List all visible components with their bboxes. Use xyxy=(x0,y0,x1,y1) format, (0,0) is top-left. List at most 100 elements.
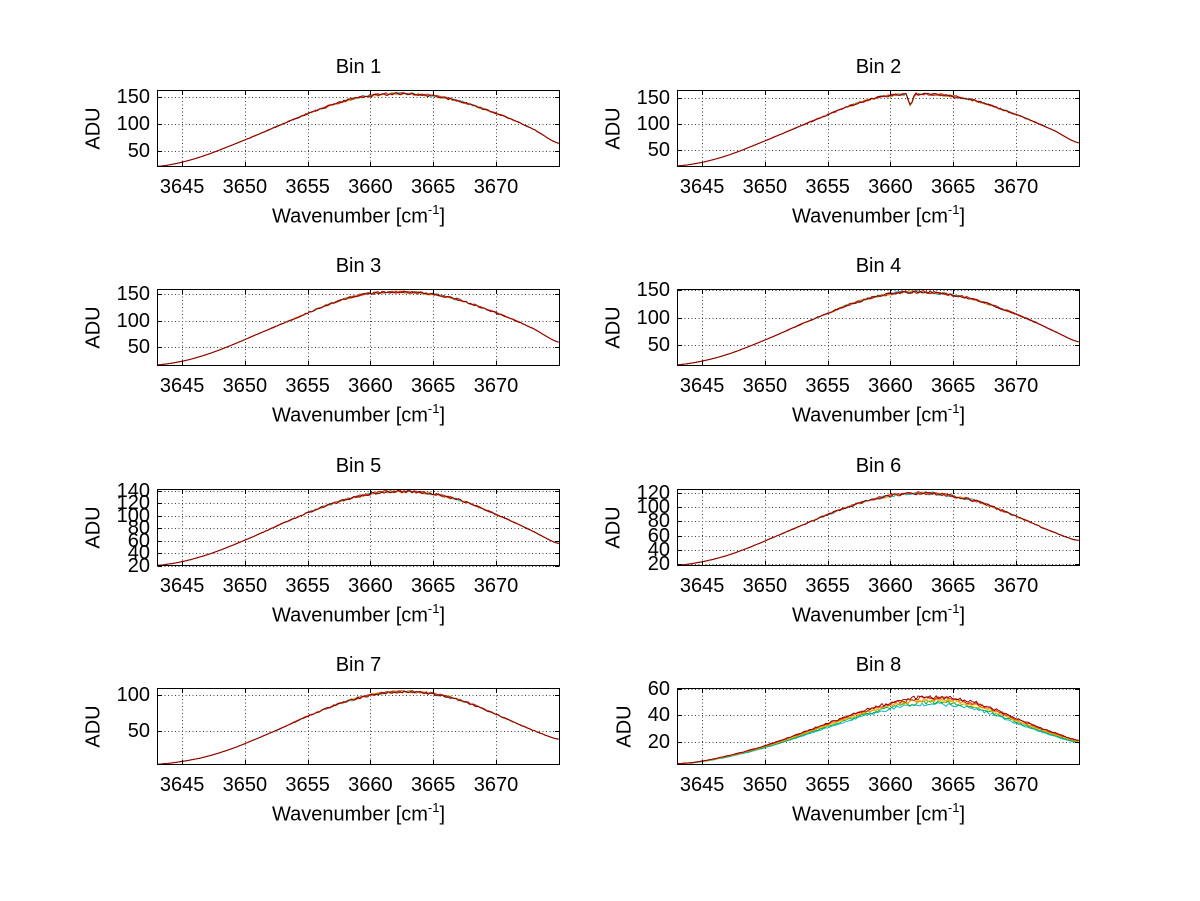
x-tick-label: 3645 xyxy=(159,375,205,397)
y-tick-label: 150 xyxy=(636,86,670,109)
trace-green xyxy=(676,699,1079,765)
trace-darkred xyxy=(156,489,559,566)
y-tick-label: 40 xyxy=(127,542,150,565)
subplot-bin-6: Bin 6 ADU Wavenumber [cm-1] 3645 3650 3655… xyxy=(603,455,1080,627)
plot-title: Bin 7 xyxy=(335,654,382,676)
x-tick-label: 3650 xyxy=(742,176,788,198)
trace-orange xyxy=(156,489,559,566)
x-tick-label: 3670 xyxy=(473,575,519,597)
axis-box xyxy=(157,489,560,567)
trace-darkred xyxy=(676,92,1079,167)
axis-box xyxy=(157,289,560,366)
plot-title: Bin 6 xyxy=(855,455,902,477)
y-tick-label: 50 xyxy=(127,139,150,162)
x-axis-label: Wavenumber [cm-1] xyxy=(271,601,446,627)
x-tick-label: 3655 xyxy=(285,176,330,198)
x-axis-label: Wavenumber [cm-1] xyxy=(271,401,446,427)
x-tick-label: 3645 xyxy=(159,176,205,198)
y-tick-label: 100 xyxy=(116,309,150,332)
trace-red xyxy=(676,491,1079,566)
y-tick-label: 60 xyxy=(647,678,670,701)
x-tick-label: 3655 xyxy=(285,575,330,597)
y-tick-label: 20 xyxy=(647,552,670,575)
plot-title: Bin 3 xyxy=(335,255,382,277)
trace-darkred xyxy=(157,689,559,765)
x-tick-label: 3645 xyxy=(159,774,205,796)
x-tick-label: 3665 xyxy=(410,575,456,597)
x-tick-label: 3670 xyxy=(993,176,1039,198)
trace-cyan xyxy=(156,489,559,566)
plot-area xyxy=(676,489,1080,566)
subplot-bin-8: Bin 8 ADU Wavenumber [cm-1] 3645 3650 3655… xyxy=(614,654,1080,826)
x-axis-label: Wavenumber [cm-1] xyxy=(791,202,966,228)
subplot-bin-2: Bin 2 ADU Wavenumber [cm-1] 3645 3650 3655… xyxy=(603,56,1080,228)
x-tick-label: 3645 xyxy=(159,575,205,597)
y-tick-label: 60 xyxy=(127,529,150,552)
trace-red xyxy=(676,92,1079,167)
trace-red xyxy=(156,489,559,566)
x-tick-label: 3665 xyxy=(410,375,456,397)
plot-area xyxy=(676,688,1080,765)
trace-red xyxy=(156,91,559,167)
x-axis-label: Wavenumber [cm-1] xyxy=(791,401,966,427)
grid-lines xyxy=(677,489,1080,566)
grid-lines xyxy=(677,90,1080,167)
x-tick-label: 3660 xyxy=(868,375,913,397)
x-tick-label: 3665 xyxy=(410,176,456,198)
y-tick-label: 20 xyxy=(647,730,670,753)
axis-box xyxy=(677,489,1080,566)
y-tick-label: 80 xyxy=(127,517,150,540)
x-tick-label: 3655 xyxy=(805,774,850,796)
x-axis-label: Wavenumber [cm-1] xyxy=(271,800,446,826)
x-tick-label: 3665 xyxy=(930,575,976,597)
y-tick-label: 100 xyxy=(116,684,150,707)
trace-cyan xyxy=(156,92,559,168)
x-tick-label: 3670 xyxy=(473,176,519,198)
y-axis-label: ADU xyxy=(613,705,636,748)
trace-darkred xyxy=(156,91,559,167)
axis-box xyxy=(677,90,1080,167)
trace-orange xyxy=(676,491,1079,566)
x-tick-label: 3670 xyxy=(993,774,1039,796)
x-tick-label: 3655 xyxy=(805,375,850,397)
x-tick-label: 3660 xyxy=(348,375,393,397)
x-tick-label: 3650 xyxy=(222,774,268,796)
x-tick-label: 3665 xyxy=(410,774,456,796)
x-tick-label: 3650 xyxy=(742,575,788,597)
y-tick-label: 100 xyxy=(636,306,670,329)
x-axis-label: Wavenumber [cm-1] xyxy=(791,800,966,826)
x-tick-label: 3655 xyxy=(285,774,330,796)
x-tick-label: 3645 xyxy=(679,375,725,397)
axis-box xyxy=(157,688,560,765)
plot-title: Bin 4 xyxy=(855,255,902,277)
x-tick-label: 3665 xyxy=(930,375,976,397)
x-tick-label: 3670 xyxy=(993,575,1039,597)
x-tick-label: 3670 xyxy=(993,375,1039,397)
trace-cyan xyxy=(676,92,1079,167)
y-tick-label: 60 xyxy=(647,524,670,547)
y-tick-label: 100 xyxy=(116,112,150,135)
subplot-bin-4: Bin 4 ADU Wavenumber [cm-1] 3645 3650 3655… xyxy=(603,255,1080,427)
plot-area xyxy=(156,289,560,366)
trace-orange xyxy=(676,290,1079,366)
x-tick-label: 3665 xyxy=(930,774,976,796)
y-tick-label: 50 xyxy=(127,336,150,359)
plot-title: Bin 1 xyxy=(335,56,382,78)
y-tick-label: 40 xyxy=(647,704,670,727)
x-tick-label: 3645 xyxy=(679,176,725,198)
x-tick-label: 3660 xyxy=(868,575,913,597)
plot-title: Bin 8 xyxy=(855,654,902,676)
x-tick-label: 3660 xyxy=(348,774,393,796)
trace-darkred xyxy=(676,491,1079,566)
trace-darkred xyxy=(156,290,559,366)
plot-area xyxy=(156,90,560,168)
trace-orange xyxy=(156,92,559,167)
x-axis-label: Wavenumber [cm-1] xyxy=(271,202,446,228)
trace-red xyxy=(676,290,1079,366)
subplot-bin-1: Bin 1 ADU Wavenumber [cm-1] 3645 3650 3655… xyxy=(83,56,560,228)
grid-lines xyxy=(677,289,1080,366)
y-tick-label: 100 xyxy=(636,496,670,519)
trace-darkred xyxy=(676,290,1079,366)
axis-box xyxy=(677,688,1080,765)
trace-cyan xyxy=(676,290,1079,366)
